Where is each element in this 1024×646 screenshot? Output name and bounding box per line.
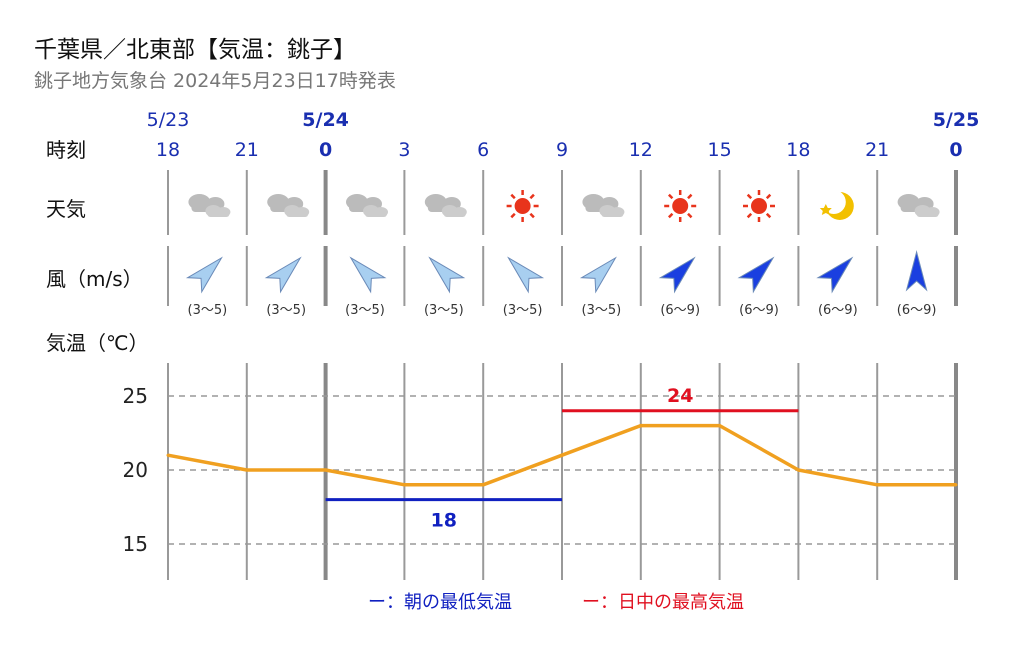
- wind-arrow-icon: [579, 256, 617, 294]
- wind-arrow-icon: [185, 256, 223, 294]
- cloudy-icon: [897, 194, 940, 217]
- temperature-point: [639, 424, 643, 428]
- temperature-point: [324, 468, 328, 472]
- page-subtitle: 銚子地方気象台 2024年5月23日17時発表: [34, 70, 396, 92]
- wind-range-label: (6〜9): [818, 303, 858, 318]
- wind-arrow-icon: [507, 256, 545, 294]
- wind-range-label: (3〜5): [503, 303, 543, 318]
- sunny-icon: [506, 190, 539, 222]
- temperature-point: [166, 453, 170, 457]
- temperature-point: [481, 483, 485, 487]
- wind-arrow-icon: [264, 256, 302, 294]
- cloudy-icon: [582, 194, 625, 217]
- hour-tick-label: 12: [629, 139, 653, 161]
- temperature-point: [402, 483, 406, 487]
- hour-tick-label: 9: [556, 139, 568, 161]
- wind-range-label: (3〜5): [582, 303, 622, 318]
- temperature-point: [245, 468, 249, 472]
- wind-range-label: (3〜5): [188, 303, 228, 318]
- moon-icon: [819, 190, 854, 220]
- sunny-icon: [664, 190, 697, 222]
- wind-range-label: (6〜9): [897, 303, 937, 318]
- wind-range-label: (3〜5): [266, 303, 306, 318]
- hour-tick-label: 21: [865, 139, 889, 161]
- wind-arrow-icon: [737, 256, 775, 294]
- temperature-point: [875, 483, 879, 487]
- wind-arrow-icon: [349, 256, 387, 294]
- date-label: 5/24: [302, 109, 349, 131]
- min-temp-label: 18: [431, 510, 457, 532]
- cloudy-icon: [424, 194, 467, 217]
- row-label-weather: 天気: [46, 197, 86, 221]
- row-label-temp: 気温（℃）: [46, 331, 148, 355]
- hour-tick-label: 3: [398, 139, 410, 161]
- cloudy-icon: [267, 194, 310, 217]
- hour-tick-label: 21: [235, 139, 259, 161]
- wind-arrow-icon: [428, 256, 466, 294]
- temperature-point: [560, 453, 564, 457]
- row-label-time: 時刻: [46, 138, 86, 162]
- hour-tick-label: 0: [949, 139, 962, 161]
- cloudy-icon: [346, 194, 388, 217]
- date-label: 5/25: [933, 109, 980, 131]
- hour-tick-label: 0: [319, 139, 332, 161]
- max-temp-label: 24: [667, 385, 693, 407]
- hour-tick-label: 6: [477, 139, 489, 161]
- hour-tick-label: 18: [786, 139, 810, 161]
- date-label: 5/23: [147, 109, 190, 131]
- row-label-wind: 風（m/s）: [46, 267, 143, 291]
- temperature-point: [718, 424, 722, 428]
- legend-entry: ー：日中の最高気温: [582, 592, 744, 613]
- y-tick-label: 15: [123, 532, 148, 556]
- temperature-point: [954, 483, 958, 487]
- wind-arrow-icon: [905, 250, 928, 292]
- wind-range-label: (6〜9): [739, 303, 779, 318]
- y-tick-label: 25: [123, 384, 148, 408]
- wind-range-label: (3〜5): [424, 303, 464, 318]
- wind-range-label: (6〜9): [660, 303, 700, 318]
- hour-tick-label: 18: [156, 139, 180, 161]
- wind-arrow-icon: [658, 256, 696, 294]
- legend-entry: ー：朝の最低気温: [368, 592, 512, 613]
- page-title: 千葉県／北東部【気温：銚子】: [34, 37, 356, 63]
- temperature-point: [796, 468, 800, 472]
- y-tick-label: 20: [123, 458, 148, 482]
- cloudy-icon: [188, 194, 231, 217]
- wind-arrow-icon: [816, 256, 854, 294]
- hour-tick-label: 15: [708, 139, 732, 161]
- sunny-icon: [743, 190, 775, 222]
- wind-range-label: (3〜5): [345, 303, 385, 318]
